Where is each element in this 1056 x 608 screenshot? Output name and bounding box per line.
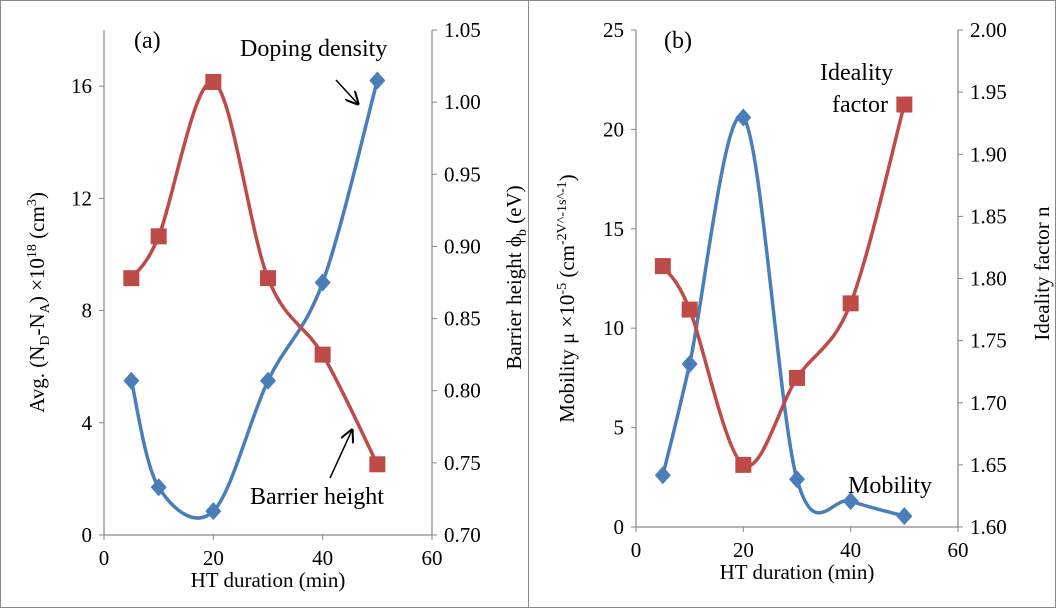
- x-tick-label: 20: [733, 538, 754, 562]
- right-y-tick-label: 0.95: [444, 162, 481, 186]
- panel-label: (b): [664, 28, 692, 54]
- text-run: ): [25, 192, 49, 199]
- x-axis-label: HT duration (min): [720, 560, 875, 584]
- data-point-diamond: [314, 273, 331, 292]
- text-run: (eV): [502, 185, 526, 229]
- data-point-square: [896, 96, 913, 113]
- right-y-tick-label: 1.05: [444, 18, 481, 42]
- superscript: 3: [25, 199, 40, 206]
- right-y-tick-label: 1.85: [970, 204, 1007, 228]
- series-line-mobility: [661, 114, 905, 518]
- data-point-diamond: [123, 371, 140, 390]
- data-point-diamond: [896, 507, 913, 526]
- left-y-tick-label: 5: [614, 416, 625, 440]
- text-run: Mobility μ ×10: [555, 295, 579, 423]
- data-point-square: [789, 369, 805, 386]
- panel-label: (a): [134, 28, 161, 54]
- data-point-diamond: [735, 108, 752, 127]
- left-y-tick-label: 15: [603, 217, 624, 241]
- right-y-axis-label: Ideality factor n: [1030, 206, 1054, 341]
- text-run: Ideality factor n: [1030, 206, 1054, 341]
- data-point-diamond: [681, 354, 698, 373]
- data-point-diamond: [150, 478, 167, 497]
- data-point-square: [654, 258, 671, 275]
- left-y-axis-label: Mobility μ ×10-5 (cm-2V^-1s^-1): [555, 174, 579, 422]
- right-y-tick-label: 1.70: [970, 391, 1007, 415]
- right-y-tick-label: 1.95: [970, 80, 1007, 104]
- left-y-axis-label: Avg. (ND-NA) ×1018 (cm3): [25, 192, 53, 413]
- data-point-square: [314, 346, 331, 363]
- annotation-arrow-barrier: [329, 430, 352, 479]
- subscript: b: [515, 229, 530, 236]
- right-y-tick-label: 0.75: [444, 451, 481, 475]
- left-y-tick-label: 0: [614, 515, 625, 539]
- x-tick-label: 40: [312, 546, 333, 570]
- data-point-diamond: [789, 470, 805, 489]
- left-y-tick-label: 8: [82, 299, 93, 323]
- left-y-tick-label: 16: [71, 74, 92, 98]
- x-tick-label: 40: [840, 538, 861, 562]
- x-axis-label: HT duration (min): [191, 568, 346, 592]
- superscript: -2V^-1s^-1: [555, 181, 570, 245]
- right-y-axis-label: Barrier height ϕb (eV): [502, 185, 530, 369]
- data-point-square: [150, 228, 167, 245]
- annotation-barrier-height: Barrier height: [250, 484, 384, 510]
- data-point-diamond: [842, 492, 859, 511]
- x-tick-label: 60: [948, 538, 969, 562]
- text-run: ): [555, 174, 579, 181]
- annotation-mobility: Mobility: [848, 473, 932, 499]
- right-y-tick-label: 2.00: [970, 18, 1007, 42]
- left-y-tick-label: 12: [71, 186, 92, 210]
- right-y-tick-label: 0.90: [444, 234, 481, 258]
- series-line-doping-density: [129, 80, 380, 520]
- subscript: A: [38, 302, 53, 313]
- superscript: -5: [555, 283, 570, 295]
- text-run: (cm: [555, 245, 579, 283]
- data-point-square: [205, 73, 222, 90]
- data-point-diamond: [654, 466, 671, 485]
- data-point-diamond: [205, 502, 222, 521]
- data-point-diamond: [369, 71, 386, 90]
- left-y-tick-label: 20: [603, 117, 624, 141]
- data-point-square: [681, 301, 698, 318]
- right-y-tick-label: 1.60: [970, 515, 1007, 539]
- x-tick-label: 0: [99, 546, 110, 570]
- right-y-tick-label: 0.85: [444, 307, 481, 331]
- panel-a: 0 20 40 60 0 4 8 12 16 0.70 0.75 0.80 0.85 0.90 0.95 1.…: [25, 18, 530, 592]
- subscript: D: [38, 335, 53, 345]
- right-y-tick-label: 1.65: [970, 453, 1007, 477]
- text-run: Avg. (N: [25, 346, 49, 413]
- x-tick-label: 0: [631, 538, 642, 562]
- text-run: -N: [25, 313, 49, 335]
- left-y-tick-label: 10: [603, 316, 624, 340]
- right-y-tick-label: 0.70: [444, 523, 481, 547]
- left-y-tick-label: 25: [603, 18, 624, 42]
- right-y-tick-label: 0.80: [444, 379, 481, 403]
- data-point-square: [369, 456, 386, 473]
- data-point-diamond: [260, 371, 276, 390]
- data-point-square: [123, 270, 140, 287]
- right-y-tick-label: 1.90: [970, 142, 1007, 166]
- panel-b: 0 20 40 60 0 5 10 15 20 25 1.60 1.65 1.70 1.75 1.80 1.8…: [555, 18, 1054, 584]
- left-y-tick-label: 0: [82, 523, 93, 547]
- text-run: Barrier height ϕ: [502, 236, 526, 370]
- series-line-barrier-height: [129, 80, 379, 466]
- annotation-ideality-line2: factor: [832, 92, 888, 118]
- data-point-square: [842, 295, 859, 312]
- left-y-tick-label: 4: [82, 411, 93, 435]
- data-point-square: [260, 270, 276, 287]
- right-y-tick-label: 1.80: [970, 267, 1007, 291]
- annotation-ideality-line1: Ideality: [820, 60, 893, 86]
- x-tick-label: 60: [422, 546, 443, 570]
- data-point-square: [735, 456, 752, 473]
- superscript: 18: [25, 244, 40, 258]
- text-run: (cm: [25, 206, 49, 244]
- x-tick-label: 20: [203, 546, 224, 570]
- right-y-tick-label: 1.00: [444, 90, 481, 114]
- right-y-tick-label: 1.75: [970, 329, 1007, 353]
- annotation-arrow-doping: [335, 79, 358, 104]
- annotation-doping-density: Doping density: [240, 36, 387, 62]
- text-run: ) ×10: [25, 258, 49, 303]
